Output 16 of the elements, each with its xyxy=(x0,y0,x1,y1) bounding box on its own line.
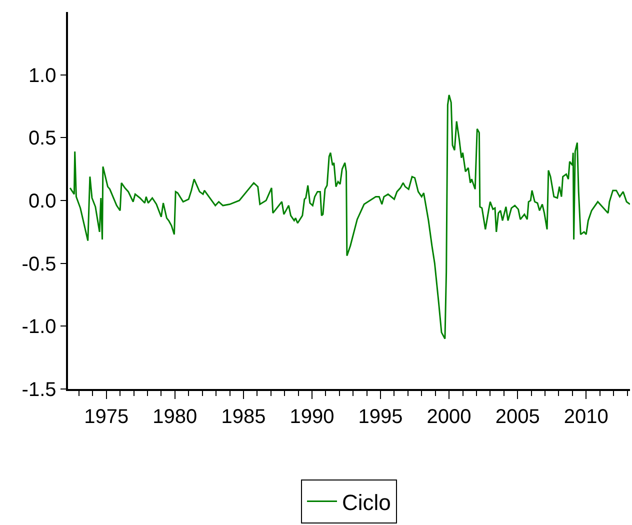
x-tick-label: 1990 xyxy=(290,406,334,428)
x-tick-label: 2005 xyxy=(495,406,540,428)
x-tick-label: 1980 xyxy=(152,406,198,428)
legend-label: Ciclo xyxy=(342,490,391,515)
y-tick-label: 0.5 xyxy=(28,128,56,150)
line-series xyxy=(69,94,630,340)
y-tick-label: -1.0 xyxy=(22,316,56,338)
x-tick-label: 2010 xyxy=(564,406,608,428)
y-tick-label: 1.0 xyxy=(28,64,56,87)
y-tick-label: -1.5 xyxy=(22,379,56,401)
y-tick-label: -0.5 xyxy=(22,253,56,276)
x-tick-label: 1995 xyxy=(358,406,403,428)
x-tick-label: 1975 xyxy=(84,406,129,428)
x-tick-label: 2000 xyxy=(426,406,472,428)
y-tick-label: 0.0 xyxy=(28,190,56,212)
x-tick-label: 1985 xyxy=(221,406,266,428)
